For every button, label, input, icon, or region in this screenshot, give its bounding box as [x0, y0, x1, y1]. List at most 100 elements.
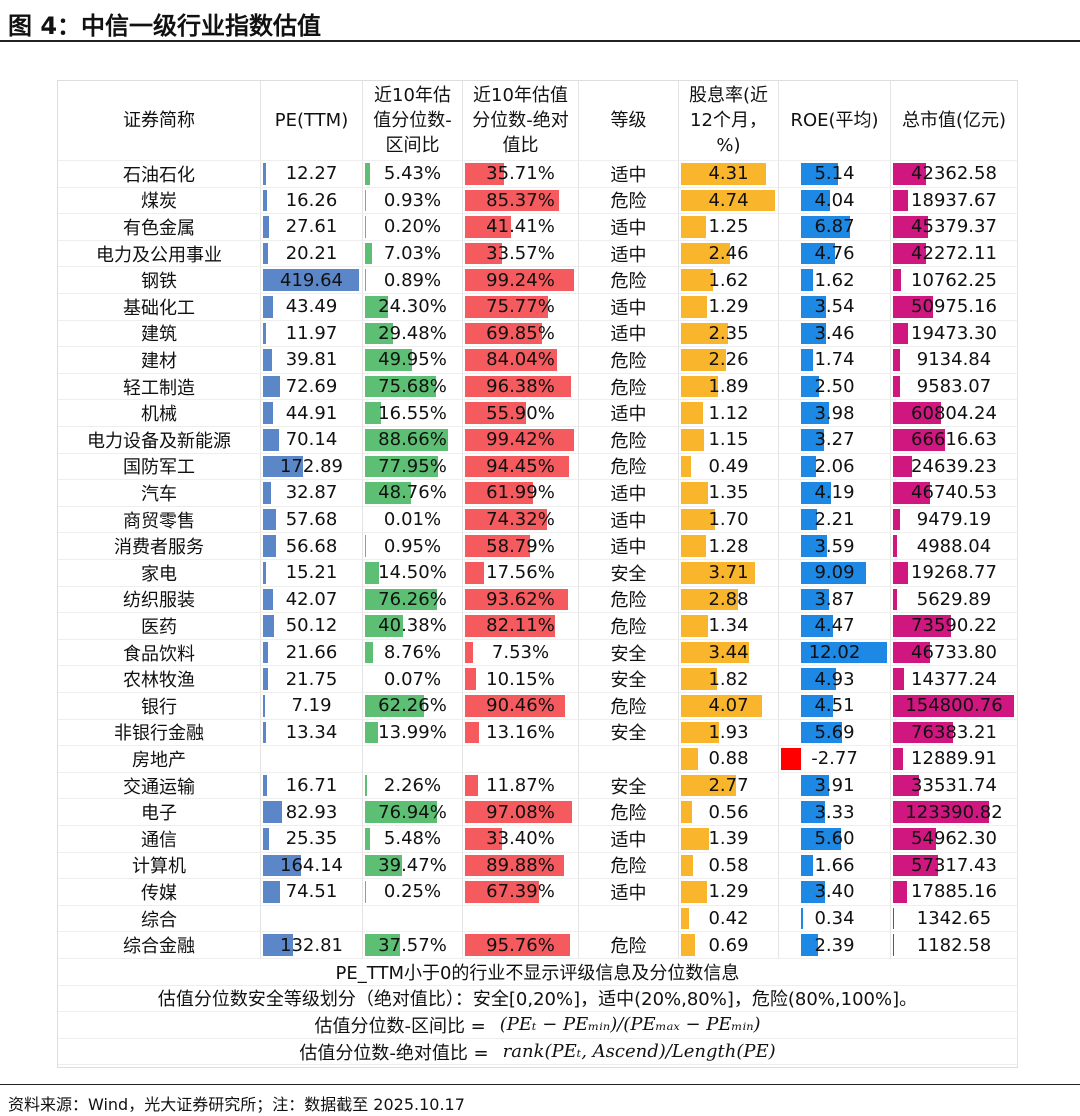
cell-text: 有色金属 [123, 217, 195, 239]
data-bar [681, 269, 714, 291]
cell: 132.81 [261, 932, 363, 959]
data-bar [893, 269, 902, 291]
cell-text: 适中 [610, 882, 647, 904]
cell: 96.38% [463, 373, 579, 401]
cell-text: 轻工制造 [123, 377, 195, 399]
cell-text: 90.46% [486, 695, 555, 717]
cell-text: 39.47% [378, 854, 447, 876]
cell-text: 13.99% [378, 721, 447, 743]
cell-text: 76383.21 [911, 721, 997, 743]
data-bar [263, 322, 266, 345]
cell-text: 安全 [610, 563, 647, 585]
data-bar [365, 322, 393, 345]
data-bar [365, 189, 366, 212]
data-bar [893, 854, 938, 877]
cell-text: 123390.82 [905, 801, 1003, 823]
cell: 11.87% [463, 772, 579, 800]
data-bar [893, 615, 951, 637]
data-bar [681, 482, 708, 504]
cell: 45379.37 [891, 214, 1018, 241]
cell-text: 机械 [141, 404, 177, 426]
cell: 4.93 [779, 666, 891, 693]
data-bar [465, 854, 564, 877]
cell-text: 67.39% [486, 881, 555, 903]
header-cell: ROE(平均) [779, 81, 891, 161]
cell: 21.75 [261, 666, 363, 693]
data-bar [801, 375, 819, 398]
cell: 适中 [579, 480, 679, 507]
data-bar [263, 615, 275, 637]
data-bar [263, 269, 359, 291]
cell: 95.76% [463, 932, 579, 959]
cell: 4.47 [779, 613, 891, 640]
cell-text: 农林牧渔 [123, 670, 195, 692]
cell: 97.08% [463, 799, 579, 826]
cell: 电力及公用事业 [58, 240, 261, 268]
cell-text: 54962.30 [911, 828, 997, 850]
cell-text: 3.91 [814, 775, 855, 797]
cell [261, 905, 363, 933]
cell-text: 适中 [610, 829, 647, 851]
cell-text: 3.27 [814, 429, 855, 451]
data-bar [801, 242, 836, 265]
cell: 4988.04 [891, 533, 1018, 560]
data-bar [681, 455, 691, 478]
cell-text: 62.26% [378, 695, 447, 717]
cell: 67.39% [463, 879, 579, 906]
cell: 电力设备及新能源 [58, 427, 261, 454]
cell-text: 2.77 [708, 775, 749, 797]
data-bar [365, 721, 379, 744]
cell: 82.93 [261, 799, 363, 826]
cell-text: 2.46 [708, 243, 749, 265]
cell-text: 2.88 [708, 588, 749, 610]
data-bar [893, 934, 894, 956]
cell-text: 172.89 [280, 455, 343, 477]
cell-text: 12889.91 [911, 748, 997, 770]
cell-text: 17.56% [486, 562, 555, 584]
cell-text: 99.24% [486, 269, 555, 291]
cell-text: 4.07 [708, 695, 749, 717]
cell-text: 危险 [610, 856, 647, 878]
cell: 危险 [579, 932, 679, 959]
cell-text: 建材 [141, 350, 177, 372]
cell: 3.54 [779, 294, 891, 321]
cell-text: 国防军工 [123, 457, 195, 479]
cell: 20.21 [261, 240, 363, 268]
cell: 1.29 [679, 879, 779, 906]
cell: 54962.30 [891, 826, 1018, 853]
cell-text: 5.43% [383, 163, 442, 185]
cell-text: 0.07% [383, 668, 442, 690]
cell-text: 适中 [610, 404, 647, 426]
cell-text: 交通运输 [123, 776, 195, 798]
cell-text: 2.35 [708, 322, 749, 344]
cell-text: 33531.74 [911, 775, 997, 797]
cell: 9583.07 [891, 373, 1018, 401]
data-bar [465, 322, 542, 345]
data-bar [801, 296, 827, 318]
formula-label: 估值分位数-绝对值比 = [299, 1042, 489, 1064]
cell: 9.09 [779, 560, 891, 587]
data-bar [893, 402, 941, 424]
data-bar [263, 934, 294, 956]
cell-text: 85.37% [486, 189, 555, 211]
cell-text: 危险 [610, 191, 647, 213]
cell-text: 0.88 [708, 748, 749, 770]
data-bar [681, 695, 762, 717]
cell: 3.44 [679, 639, 779, 667]
cell-text: 15.21 [285, 562, 338, 584]
header-cell: 等级 [579, 81, 679, 161]
cell: 适中 [579, 879, 679, 906]
data-bar [465, 455, 569, 478]
data-bar [893, 695, 1014, 717]
cell-text: 1.74 [814, 349, 855, 371]
cell: 17885.16 [891, 879, 1018, 906]
cell-text: 适中 [610, 324, 647, 346]
cell-text: 0.89% [383, 269, 442, 291]
cell: 10762.25 [891, 267, 1018, 294]
cell: 1.25 [679, 214, 779, 241]
cell-text: 适中 [610, 217, 647, 239]
cell: 75.68% [363, 373, 463, 401]
cell: 0.88 [679, 746, 779, 773]
cell: 煤炭 [58, 187, 261, 215]
cell-text: 10.15% [486, 668, 555, 690]
